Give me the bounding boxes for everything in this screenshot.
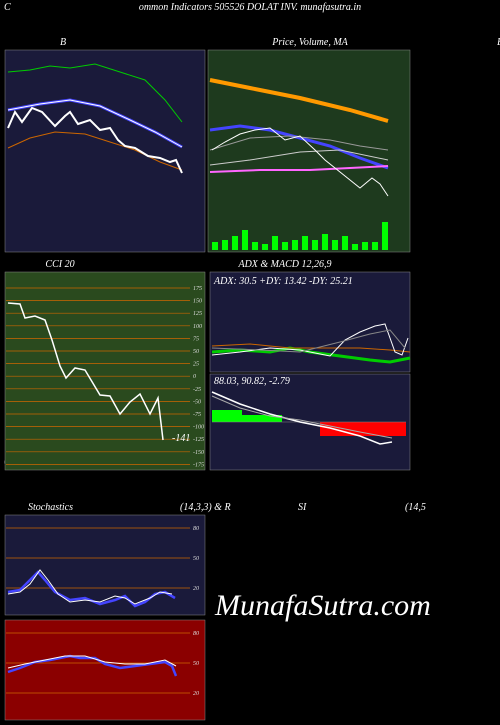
lower-band [7, 131, 183, 171]
macd-text: 88.03, 90.82, -2.79 [214, 376, 290, 387]
tick-label: 50 [193, 556, 199, 562]
rsi-panel [4, 619, 206, 721]
tick-label: 150 [193, 299, 202, 305]
price-line [7, 106, 183, 174]
tick-label: 80 [193, 526, 199, 532]
tick-label: -175 [193, 462, 204, 468]
macd-line [211, 391, 393, 445]
panel-title: B [60, 37, 66, 48]
price-panel [207, 49, 411, 253]
tick-label: -125 [193, 437, 204, 443]
cci-panel [4, 271, 206, 471]
panel-title-cut: B [497, 37, 500, 48]
dy-grey [211, 329, 406, 353]
adx-panel [209, 271, 411, 373]
tick-label: -75 [193, 412, 201, 418]
panel-title: ADX & MACD 12,26,9 [237, 259, 331, 270]
panel-title: CCI 20 [45, 259, 74, 270]
tick-label: 175 [193, 286, 202, 292]
dy-minus [211, 343, 411, 353]
stoch-d [7, 569, 173, 605]
bands-panel [4, 49, 206, 253]
tick-label: 20 [193, 691, 199, 697]
tick-label: 0 [193, 374, 196, 380]
adx-text: ADX: 30.5 +DY: 13.42 -DY: 25.21 [213, 276, 353, 287]
middle-band-core [7, 99, 183, 148]
tick-label: 25 [193, 362, 199, 368]
header-left: C [4, 2, 11, 13]
macd-hist-pos [212, 410, 282, 422]
tick-label: 75 [193, 336, 199, 342]
ma-pink [209, 165, 389, 173]
panel-title: SI [298, 502, 307, 513]
tick-label: -50 [193, 399, 201, 405]
macd-hist-neg [320, 422, 406, 436]
dy-plus [211, 323, 409, 357]
ma-light [209, 149, 389, 166]
price-line [211, 127, 389, 197]
ma-grey [209, 135, 389, 151]
tick-label: 50 [193, 349, 199, 355]
watermark: MunafaSutra.com [214, 589, 431, 622]
rsi-avg [7, 655, 177, 669]
panel-title: Price, Volume, MA [271, 37, 348, 48]
tick-label: 80 [193, 631, 199, 637]
cci-line [7, 302, 164, 441]
tick-label: -150 [193, 450, 204, 456]
panel-title: Stochastics [28, 502, 73, 513]
volume-bars [212, 222, 388, 250]
panel-params: (14,3,3) & R [180, 502, 231, 513]
tick-label: -100 [193, 425, 204, 431]
panel-params: (14,5 [405, 502, 426, 513]
tick-label: 125 [193, 311, 202, 317]
tick-label: 50 [193, 661, 199, 667]
tick-label: 100 [193, 324, 202, 330]
ma-mid [209, 124, 389, 170]
signal-line [211, 395, 393, 439]
tick-label: -25 [193, 387, 201, 393]
ma-long [209, 78, 389, 123]
upper-band [7, 63, 183, 123]
stoch-panel [4, 514, 206, 616]
cci-last: -141 [172, 433, 190, 444]
header-title: ommon Indicators 505526 DOLAT INV. munaf… [139, 2, 361, 13]
tick-label: 20 [193, 586, 199, 592]
